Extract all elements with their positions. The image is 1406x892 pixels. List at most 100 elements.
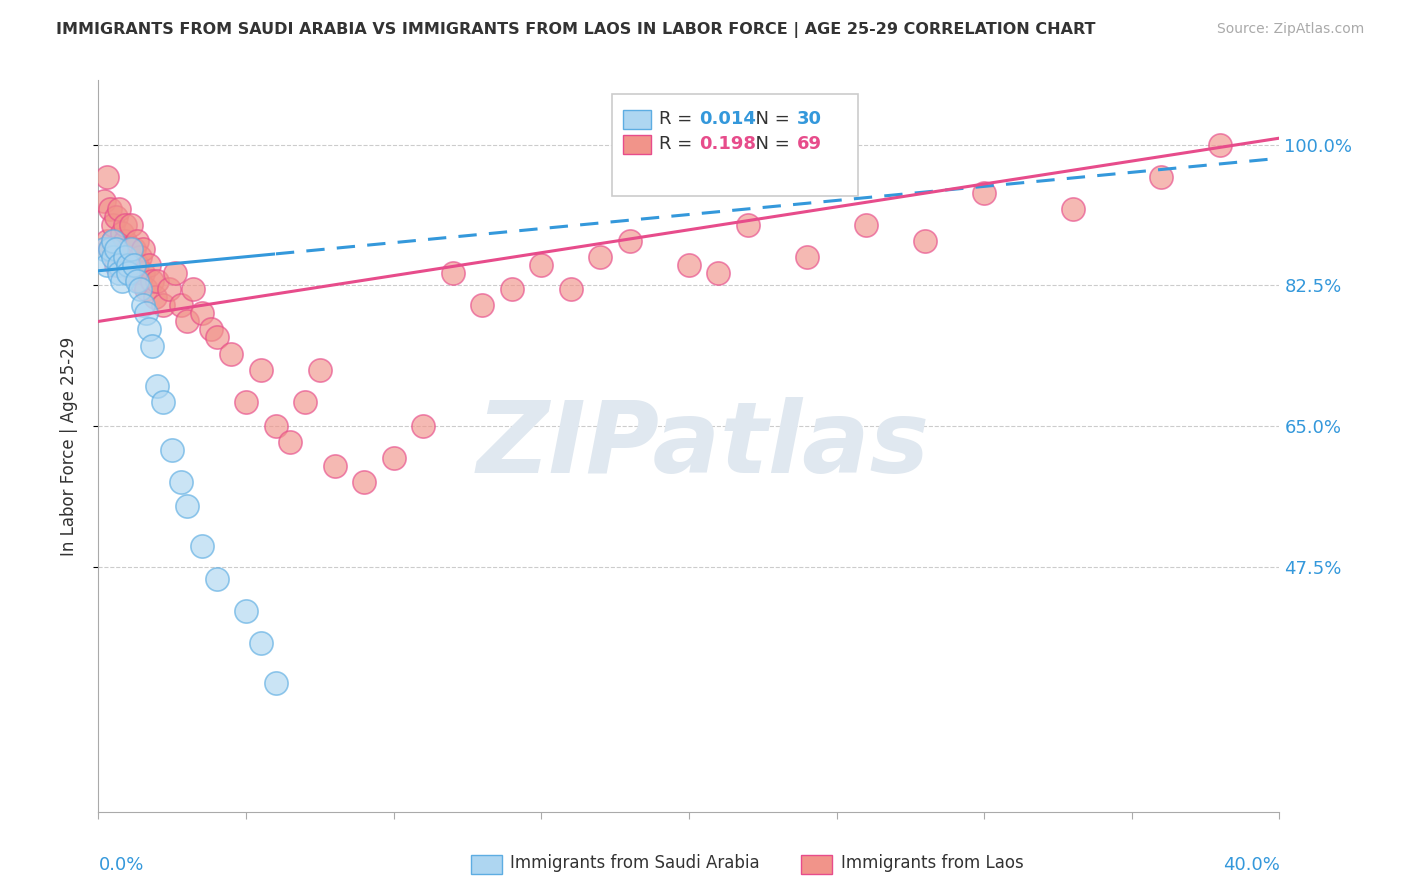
- Point: [191, 306, 214, 320]
- Point: [176, 314, 198, 328]
- Point: [98, 242, 121, 256]
- Point: [122, 266, 145, 280]
- Y-axis label: In Labor Force | Age 25-29: In Labor Force | Age 25-29: [59, 336, 77, 556]
- Text: R =: R =: [659, 135, 699, 153]
- Point: [191, 540, 214, 554]
- Point: [125, 258, 148, 272]
- Point: [914, 234, 936, 248]
- Point: [264, 676, 287, 690]
- Point: [138, 322, 160, 336]
- Text: 30: 30: [797, 110, 823, 128]
- Point: [114, 234, 136, 248]
- Point: [141, 338, 163, 352]
- Point: [707, 266, 730, 280]
- Point: [108, 266, 131, 280]
- Point: [309, 362, 332, 376]
- Point: [132, 298, 155, 312]
- Point: [235, 604, 257, 618]
- Point: [105, 210, 128, 224]
- Point: [125, 274, 148, 288]
- Point: [162, 443, 183, 458]
- Point: [441, 266, 464, 280]
- Text: Immigrants from Laos: Immigrants from Laos: [841, 855, 1024, 872]
- Point: [98, 202, 121, 216]
- Point: [678, 258, 700, 272]
- Point: [589, 250, 612, 264]
- Point: [111, 250, 134, 264]
- Point: [120, 242, 142, 256]
- Point: [382, 451, 405, 466]
- Point: [103, 234, 125, 248]
- Point: [108, 242, 131, 256]
- Point: [96, 258, 118, 272]
- Point: [96, 169, 118, 184]
- Point: [132, 266, 155, 280]
- Point: [152, 394, 174, 409]
- Point: [560, 282, 582, 296]
- Point: [165, 266, 187, 280]
- Point: [122, 242, 145, 256]
- Point: [200, 322, 222, 336]
- Point: [96, 234, 118, 248]
- Point: [114, 218, 136, 232]
- Point: [501, 282, 523, 296]
- Text: 0.198: 0.198: [699, 135, 756, 153]
- Text: Immigrants from Saudi Arabia: Immigrants from Saudi Arabia: [510, 855, 761, 872]
- Point: [103, 234, 125, 248]
- Point: [157, 282, 180, 296]
- Point: [120, 250, 142, 264]
- Point: [796, 250, 818, 264]
- Point: [108, 202, 131, 216]
- Point: [125, 234, 148, 248]
- Point: [105, 242, 128, 256]
- Point: [117, 266, 139, 280]
- Point: [93, 194, 115, 208]
- Point: [128, 274, 150, 288]
- Text: R =: R =: [659, 110, 699, 128]
- Point: [170, 475, 193, 490]
- Text: 0.0%: 0.0%: [98, 856, 143, 874]
- Text: IMMIGRANTS FROM SAUDI ARABIA VS IMMIGRANTS FROM LAOS IN LABOR FORCE | AGE 25-29 : IMMIGRANTS FROM SAUDI ARABIA VS IMMIGRAN…: [56, 22, 1095, 38]
- Text: 40.0%: 40.0%: [1223, 856, 1279, 874]
- Point: [114, 250, 136, 264]
- Point: [353, 475, 375, 490]
- Point: [280, 434, 302, 449]
- Point: [120, 218, 142, 232]
- Point: [98, 242, 121, 256]
- Point: [111, 226, 134, 240]
- Point: [111, 274, 134, 288]
- Point: [93, 242, 115, 256]
- Point: [135, 306, 157, 320]
- Point: [530, 258, 553, 272]
- Point: [412, 418, 434, 433]
- Point: [1209, 137, 1232, 152]
- Point: [141, 274, 163, 288]
- Point: [181, 282, 204, 296]
- Point: [471, 298, 494, 312]
- Point: [855, 218, 877, 232]
- Point: [117, 242, 139, 256]
- Text: ZIPatlas: ZIPatlas: [477, 398, 929, 494]
- Point: [250, 362, 273, 376]
- Text: 69: 69: [797, 135, 823, 153]
- Point: [264, 418, 287, 433]
- Text: 0.014: 0.014: [699, 110, 755, 128]
- Text: N =: N =: [744, 110, 796, 128]
- Point: [170, 298, 193, 312]
- Point: [1150, 169, 1173, 184]
- Point: [103, 250, 125, 264]
- Point: [128, 282, 150, 296]
- Point: [973, 186, 995, 200]
- Point: [146, 378, 169, 392]
- Point: [323, 459, 346, 474]
- Point: [1062, 202, 1084, 216]
- Point: [128, 250, 150, 264]
- Point: [146, 274, 169, 288]
- Point: [221, 346, 243, 360]
- Point: [294, 394, 316, 409]
- Point: [176, 500, 198, 514]
- Point: [135, 282, 157, 296]
- Point: [619, 234, 641, 248]
- Point: [117, 258, 139, 272]
- Point: [143, 290, 166, 304]
